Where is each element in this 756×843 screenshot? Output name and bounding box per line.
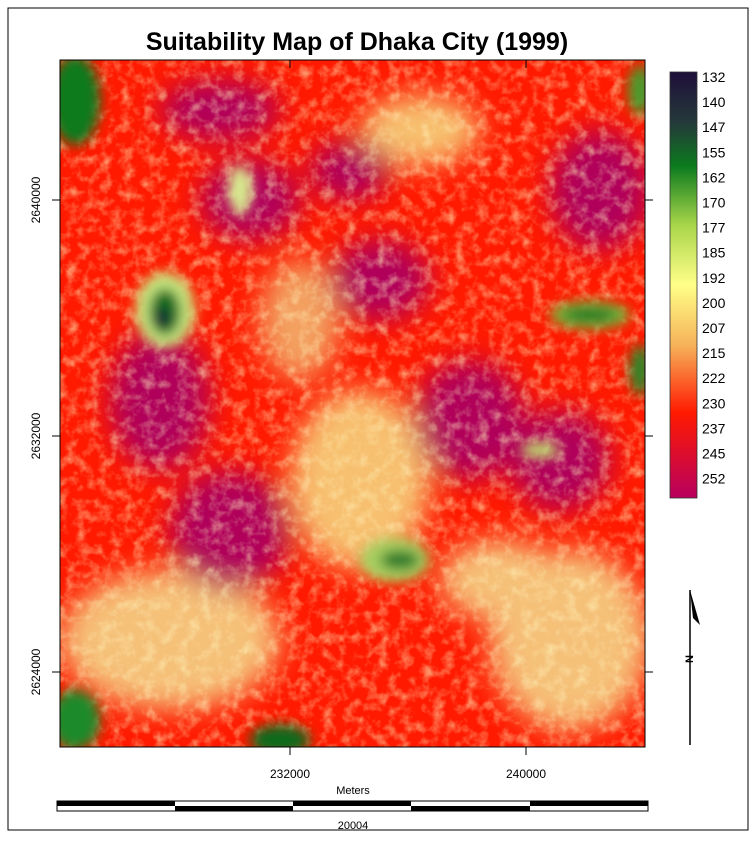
map-border bbox=[59, 59, 646, 748]
legend-label: 245 bbox=[702, 446, 726, 462]
legend-label: 170 bbox=[702, 195, 726, 211]
legend-color-bar bbox=[669, 71, 698, 499]
legend-label: 185 bbox=[702, 245, 726, 261]
north-label: N bbox=[684, 655, 696, 663]
map-title: Suitability Map of Dhaka City (1999) bbox=[146, 28, 568, 56]
legend-label: 162 bbox=[702, 169, 726, 185]
graticule: 2640000 2632000 2624000 232000 240000 bbox=[29, 60, 653, 781]
x-tick-label: 232000 bbox=[270, 767, 310, 781]
legend-label: 140 bbox=[702, 94, 726, 110]
scale-bar: Meters 20004 bbox=[56, 785, 649, 832]
scale-label: 20004 bbox=[338, 820, 369, 832]
legend-label: 200 bbox=[702, 295, 726, 311]
legend-label: 215 bbox=[702, 345, 726, 361]
legend-label: 177 bbox=[702, 220, 726, 236]
north-arrow-head bbox=[690, 590, 700, 625]
legend-label: 230 bbox=[702, 395, 726, 411]
legend-label: 207 bbox=[702, 320, 726, 336]
legend-label: 222 bbox=[702, 370, 726, 386]
legend-label: 252 bbox=[702, 471, 726, 487]
x-tick-label: 240000 bbox=[506, 767, 546, 781]
raster bbox=[60, 60, 645, 747]
y-tick-label: 2640000 bbox=[29, 176, 43, 223]
legend-label: 155 bbox=[702, 144, 726, 160]
scale-unit: Meters bbox=[336, 785, 370, 797]
legend-label: 192 bbox=[702, 270, 726, 286]
legend: 132 140 147 155 162 170 177 185 192 200 207 215 222 2… bbox=[702, 69, 726, 487]
legend-label: 237 bbox=[702, 420, 726, 436]
y-tick-label: 2624000 bbox=[29, 648, 43, 695]
north-arrow: N bbox=[684, 590, 700, 745]
legend-label: 132 bbox=[702, 69, 726, 85]
legend-label: 147 bbox=[702, 119, 726, 135]
y-tick-label: 2632000 bbox=[29, 412, 43, 459]
